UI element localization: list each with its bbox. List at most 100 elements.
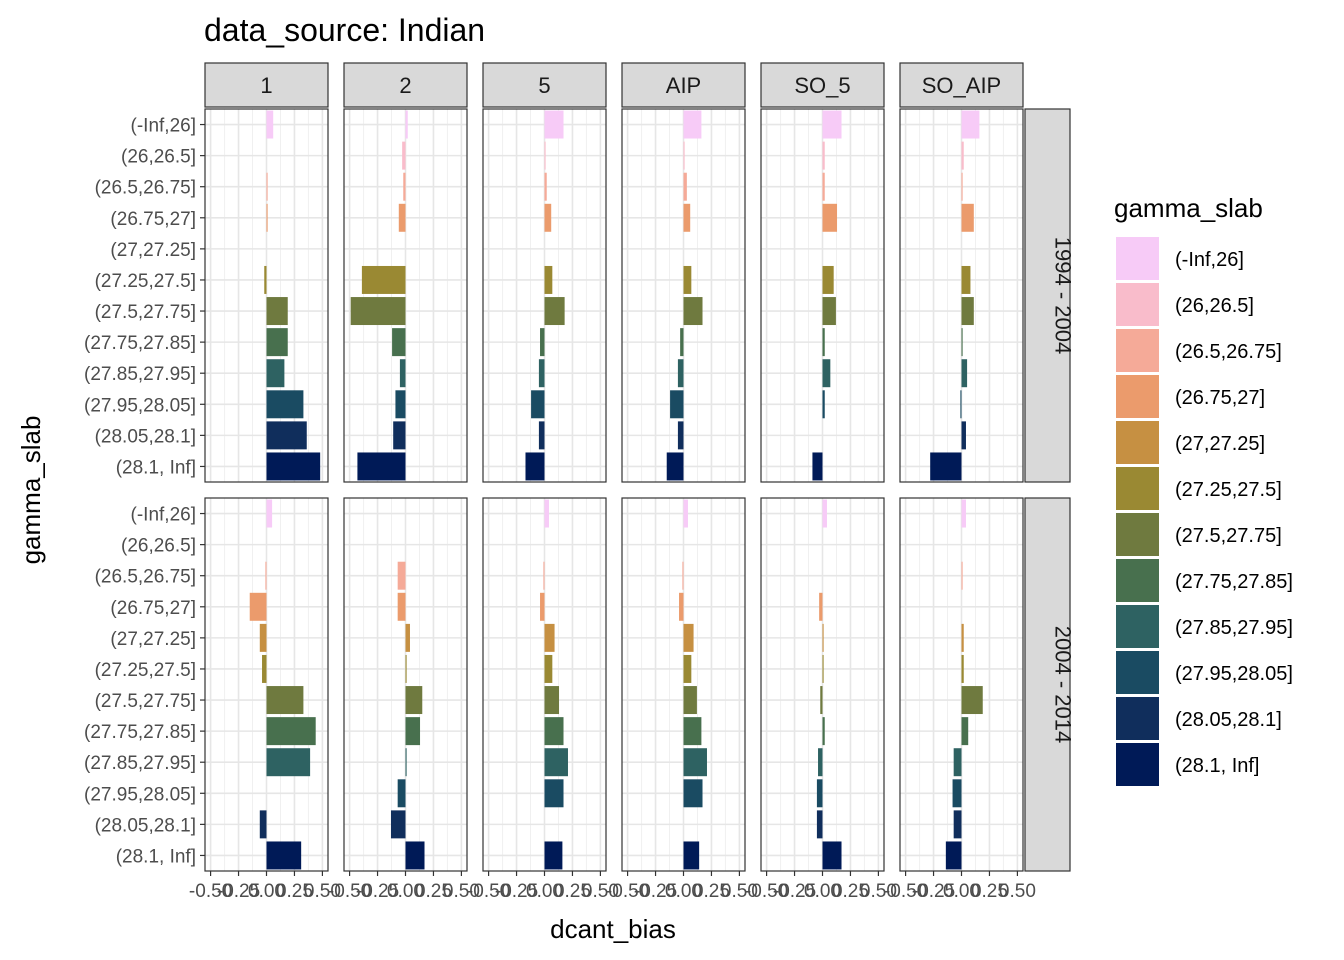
bar bbox=[961, 717, 969, 746]
y-axis-labels: (-Inf,26] (26,26.5] (26.5,26.75] (26.75,27]… bbox=[84, 116, 205, 867]
bar bbox=[543, 561, 545, 590]
legend-key bbox=[1116, 375, 1159, 418]
y-tick-label: (28.05,28.1] bbox=[95, 426, 196, 447]
bar bbox=[822, 203, 838, 232]
bar bbox=[822, 654, 824, 683]
panel bbox=[343, 497, 468, 872]
bar bbox=[683, 110, 702, 139]
bar bbox=[961, 561, 963, 590]
legend-label: (27.95,28.05] bbox=[1175, 663, 1293, 685]
bar bbox=[683, 141, 685, 170]
bar bbox=[544, 141, 546, 170]
panel-border bbox=[343, 108, 468, 483]
bar bbox=[544, 654, 553, 683]
legend-label: (28.05,28.1] bbox=[1175, 709, 1282, 731]
bar bbox=[405, 841, 425, 870]
x-tick-label: 0.25 bbox=[971, 881, 1008, 902]
x-tick-label: 0.25 bbox=[693, 881, 730, 902]
bar bbox=[544, 203, 552, 232]
y-tick-label: (26.75,27] bbox=[110, 209, 196, 230]
bar bbox=[357, 452, 406, 481]
y-tick-label: (28.1, Inf] bbox=[116, 846, 196, 867]
y-tick-label: (26,26.5] bbox=[121, 536, 196, 557]
bar bbox=[259, 810, 267, 839]
bar bbox=[266, 328, 288, 357]
facet-strip-label: SO_AIP bbox=[922, 73, 1001, 98]
bar bbox=[822, 390, 825, 419]
bar bbox=[961, 499, 966, 528]
bar bbox=[683, 779, 703, 808]
x-axis-labels: -0.50-0.250.000.250.50-0.50-0.250.000.25… bbox=[189, 871, 1036, 902]
bar bbox=[403, 172, 406, 201]
x-tick-label: -0.50 bbox=[745, 881, 788, 902]
bar bbox=[266, 359, 285, 388]
bar bbox=[402, 141, 406, 170]
legend-key bbox=[1116, 329, 1159, 372]
bar bbox=[544, 623, 555, 652]
bar bbox=[405, 654, 407, 683]
facet-strip-label: AIP bbox=[666, 73, 701, 98]
x-tick-label: -0.50 bbox=[467, 881, 510, 902]
bar bbox=[266, 452, 321, 481]
bar bbox=[961, 654, 964, 683]
legend-key bbox=[1116, 651, 1159, 694]
bar bbox=[952, 779, 962, 808]
facet-strip-label: 1 bbox=[260, 73, 272, 98]
bar bbox=[544, 110, 564, 139]
y-tick-label: (27.85,27.95] bbox=[84, 753, 196, 774]
bar bbox=[812, 452, 823, 481]
bar bbox=[679, 592, 684, 621]
bar bbox=[405, 623, 410, 652]
facet-strip-2 bbox=[343, 62, 468, 108]
bar bbox=[683, 686, 697, 715]
facet-strip-so_aip bbox=[899, 62, 1024, 108]
bar bbox=[822, 141, 825, 170]
legend-label: (28.1, Inf] bbox=[1175, 755, 1260, 777]
bar bbox=[822, 359, 831, 388]
panel bbox=[899, 497, 1024, 872]
y-tick-label: (27.5,27.75] bbox=[95, 302, 196, 323]
legend-key bbox=[1116, 237, 1159, 280]
bar bbox=[531, 390, 545, 419]
x-tick-label: -0.25 bbox=[217, 881, 260, 902]
y-tick-label: (27.85,27.95] bbox=[84, 364, 196, 385]
panel bbox=[760, 108, 885, 483]
y-tick-label: (-Inf,26] bbox=[131, 116, 196, 137]
y-tick-label: (27.25,27.5] bbox=[95, 271, 196, 292]
bar bbox=[683, 841, 700, 870]
bar bbox=[816, 779, 823, 808]
bar bbox=[544, 686, 560, 715]
panel bbox=[482, 108, 607, 483]
bar bbox=[264, 265, 267, 294]
bar bbox=[266, 748, 311, 777]
bar bbox=[392, 328, 406, 357]
bar bbox=[822, 841, 842, 870]
legend-key bbox=[1116, 743, 1159, 786]
bar bbox=[822, 172, 825, 201]
panel-border bbox=[621, 108, 746, 483]
x-tick-label: 0.00 bbox=[387, 881, 424, 902]
bar bbox=[266, 203, 268, 232]
bar bbox=[405, 110, 408, 139]
panel bbox=[760, 497, 885, 872]
bar bbox=[680, 328, 684, 357]
bar bbox=[816, 810, 823, 839]
bar bbox=[683, 623, 694, 652]
facet-row-strip bbox=[1024, 497, 1071, 872]
x-tick-label: -0.25 bbox=[773, 881, 816, 902]
y-tick-label: (26,26.5] bbox=[121, 147, 196, 168]
x-tick-label: 0.25 bbox=[832, 881, 869, 902]
y-tick-label: (26.5,26.75] bbox=[95, 567, 196, 588]
x-tick-label: 0.00 bbox=[943, 881, 980, 902]
bar bbox=[683, 297, 703, 326]
legend-key bbox=[1116, 467, 1159, 510]
y-axis-title: gamma_slab bbox=[16, 416, 46, 565]
x-tick-label: 0.50 bbox=[443, 881, 480, 902]
bar bbox=[961, 141, 964, 170]
bar bbox=[818, 748, 823, 777]
y-tick-label: (27,27.25] bbox=[110, 240, 196, 261]
y-tick-label: (26.5,26.75] bbox=[95, 178, 196, 199]
y-tick-label: (-Inf,26] bbox=[131, 505, 196, 526]
bar bbox=[822, 328, 825, 357]
x-tick-label: -0.50 bbox=[328, 881, 371, 902]
